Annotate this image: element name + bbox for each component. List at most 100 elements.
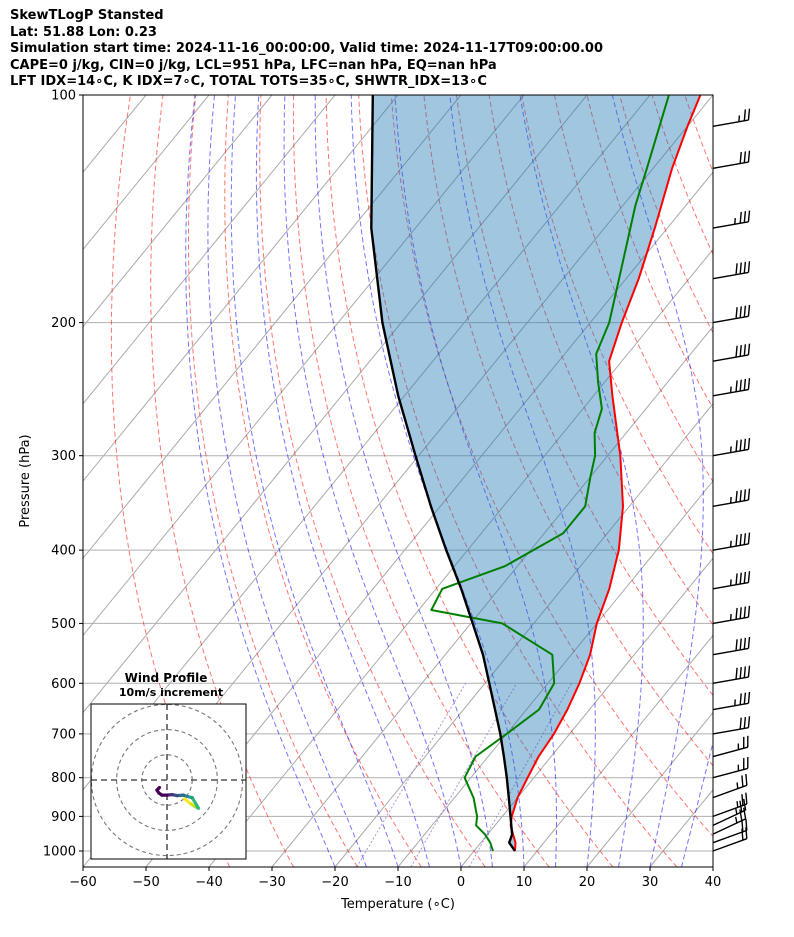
wind-barb	[712, 818, 748, 844]
wind-barb	[712, 261, 751, 280]
dry-adiabat	[456, 95, 713, 697]
dry-adiabat	[259, 95, 486, 867]
x-tick-label: 30	[642, 875, 659, 890]
isotherm-line	[523, 634, 713, 867]
hodograph-segment	[156, 785, 162, 791]
dry-adiabat	[423, 95, 713, 767]
moist-adiabat	[230, 95, 399, 867]
moist-adiabat	[185, 95, 336, 867]
dry-adiabat	[150, 95, 294, 867]
title-line-5: LFT IDX=14∘C, K IDX=7∘C, TOTAL TOTS=35∘C…	[10, 74, 487, 89]
hodograph-background	[91, 704, 246, 859]
dry-adiabat	[651, 95, 713, 256]
isotherm-line	[145, 171, 713, 867]
isotherm-line	[586, 711, 713, 867]
mixing-ratio-line	[356, 683, 467, 867]
moist-adiabat	[283, 95, 462, 867]
y-tick-label: 1000	[43, 844, 76, 859]
mixing-ratio-line	[410, 683, 518, 867]
title-line-3: Simulation start time: 2024-11-16_00:00:…	[10, 41, 603, 56]
y-tick-label: 200	[51, 316, 76, 331]
wind-barbs-layer	[712, 108, 751, 852]
dry-adiabat	[783, 95, 794, 867]
x-tick-label: 0	[457, 875, 465, 890]
x-tick-label: −30	[258, 875, 285, 890]
isotherm-line	[649, 789, 713, 867]
wind-barb	[712, 488, 751, 507]
moist-adiabat	[611, 95, 704, 867]
mixing-ratio-line	[468, 683, 572, 867]
y-tick-label: 800	[51, 771, 76, 786]
x-tick-label: −60	[69, 875, 96, 890]
y-tick-label: 700	[51, 727, 76, 742]
wind-barb	[712, 691, 751, 711]
moist-adiabat	[350, 95, 525, 867]
dry-adiabat	[750, 95, 794, 867]
wind-barb	[712, 827, 748, 852]
y-tick-label: 900	[51, 810, 76, 825]
wind-barb	[712, 108, 751, 127]
y-tick-label: 100	[51, 89, 76, 104]
x-tick-label: −50	[132, 875, 159, 890]
wind-barb	[712, 343, 751, 362]
isotherm-line	[83, 95, 462, 559]
temperature-profile	[509, 95, 702, 852]
hodograph-subtitle: 10m/s increment	[119, 686, 223, 699]
x-tick-label: 20	[579, 875, 596, 890]
wind-barb	[712, 665, 751, 684]
dry-adiabat	[224, 95, 422, 867]
series-layer	[370, 95, 702, 852]
title-line-4: CAPE=0 j/kg, CIN=0 j/kg, LCL=951 hPa, LF…	[10, 57, 497, 73]
hodograph-title: Wind Profile	[125, 671, 208, 685]
dry-adiabat	[717, 95, 794, 867]
isotherm-line	[334, 403, 713, 867]
hodograph-frame	[90, 703, 247, 860]
x-axis-label: Temperature (∘C)	[340, 897, 455, 912]
wind-barb	[712, 438, 751, 457]
isotherm-line	[460, 557, 713, 867]
moist-adiabat	[519, 95, 644, 867]
isotherm-line	[83, 95, 399, 482]
y-axis-label: Pressure (hPa)	[18, 434, 33, 527]
isotherm-line	[712, 866, 713, 867]
title-line-2: Lat: 51.88 Lon: 0.23	[10, 24, 157, 40]
dry-adiabat	[521, 95, 713, 555]
moist-adiabat	[394, 95, 557, 867]
y-tick-label: 600	[51, 677, 76, 692]
wind-barb	[712, 807, 747, 835]
isotherm-line	[271, 325, 713, 867]
dry-adiabat	[188, 95, 358, 867]
isotherm-line	[776, 95, 794, 867]
wind-barb	[712, 304, 751, 324]
hodograph-ring	[116, 729, 218, 831]
x-tick-label: −10	[384, 875, 411, 890]
hodograph-plot	[91, 704, 246, 859]
x-tick-label: −40	[195, 875, 222, 890]
y-tick-label: 400	[51, 544, 76, 559]
dry-adiabat	[325, 95, 614, 867]
wind-barb	[712, 792, 748, 818]
hodograph-segment	[190, 796, 201, 810]
isotherm-line	[83, 95, 273, 328]
wind-barb	[712, 605, 751, 625]
parcel-profile	[370, 95, 516, 852]
wind-barb	[712, 773, 748, 799]
y-tick-label: 300	[51, 449, 76, 464]
dewpoint-profile	[430, 95, 670, 852]
moist-adiabat	[207, 95, 367, 867]
wind-barb	[712, 210, 751, 229]
isotherm-line	[83, 95, 588, 714]
isotherm-line	[83, 95, 210, 251]
header: SkewTLogP Stansted Lat: 51.88 Lon: 0.23 …	[10, 8, 603, 91]
x-tick-label: −20	[321, 875, 348, 890]
isotherm-line	[397, 480, 713, 867]
wind-barb	[712, 532, 751, 551]
wind-barb	[712, 756, 749, 779]
wind-barb	[712, 716, 751, 735]
moist-adiabat	[255, 95, 430, 867]
isotherm-line	[83, 95, 336, 405]
wind-barb	[712, 637, 751, 656]
